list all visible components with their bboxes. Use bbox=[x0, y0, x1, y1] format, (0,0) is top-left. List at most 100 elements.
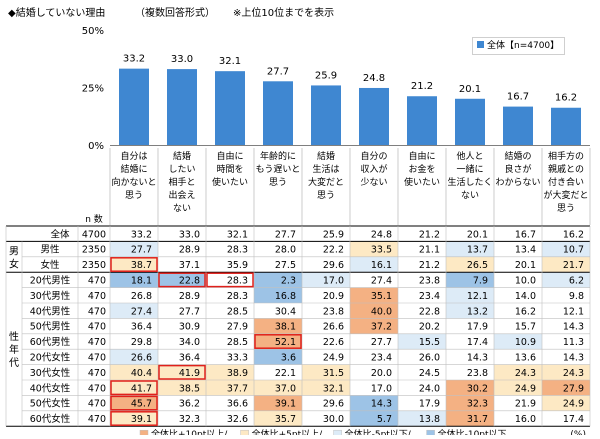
cell-value: 45.7 bbox=[131, 399, 152, 410]
cell-value: 24.5 bbox=[419, 368, 440, 379]
cell-fill bbox=[158, 380, 206, 396]
row-n: 2350 bbox=[82, 260, 106, 271]
cell-value: 32.6 bbox=[227, 414, 248, 425]
cell-value: 35.7 bbox=[275, 414, 296, 425]
cell-value: 37.1 bbox=[179, 260, 200, 271]
bar bbox=[407, 96, 437, 145]
cell-fill bbox=[446, 395, 494, 411]
cell-value: 32.3 bbox=[179, 414, 200, 425]
category-label: 自由に bbox=[408, 150, 435, 162]
cell-value: 24.9 bbox=[515, 383, 536, 394]
cell-value: 29.8 bbox=[131, 337, 152, 348]
bar-data-label: 16.2 bbox=[555, 93, 577, 104]
cell-value: 16.7 bbox=[515, 229, 536, 240]
cell-value: 27.7 bbox=[275, 229, 296, 240]
bar-data-label: 24.8 bbox=[363, 73, 385, 84]
highlight-border bbox=[206, 272, 254, 288]
cell-fill bbox=[350, 395, 398, 411]
row-n: 470 bbox=[88, 414, 106, 425]
cell-fill bbox=[254, 349, 302, 365]
highlight-border bbox=[158, 272, 206, 288]
cell-value: 13.4 bbox=[515, 245, 536, 256]
category-label: 結婚 bbox=[317, 150, 335, 162]
row-label: 40代女性 bbox=[30, 382, 71, 394]
category-label: 生活したく bbox=[447, 176, 492, 188]
cell-value: 36.2 bbox=[179, 399, 200, 410]
cell-value: 32.3 bbox=[467, 399, 488, 410]
cell-value: 11.3 bbox=[563, 337, 584, 348]
cell-fill bbox=[494, 333, 542, 350]
category-label: 使いたい bbox=[212, 176, 248, 188]
cell-fill bbox=[542, 272, 590, 288]
bar bbox=[551, 107, 581, 145]
cell-fill bbox=[494, 364, 542, 380]
cell-value: 37.7 bbox=[227, 383, 248, 394]
cell-value: 17.4 bbox=[563, 414, 584, 425]
cell-value: 2.3 bbox=[281, 276, 296, 287]
cell-value: 38.7 bbox=[131, 260, 152, 271]
cell-fill bbox=[350, 256, 398, 273]
cell-value: 38.9 bbox=[227, 368, 248, 379]
bar bbox=[167, 69, 197, 145]
cell-fill bbox=[542, 395, 590, 411]
cell-value: 21.7 bbox=[563, 260, 584, 271]
cell-value: 22.8 bbox=[419, 306, 440, 317]
cell-fill bbox=[446, 380, 494, 396]
cell-value: 27.4 bbox=[371, 276, 392, 287]
cell-value: 29.6 bbox=[323, 260, 344, 271]
cell-value: 21.1 bbox=[419, 245, 440, 256]
chart-title: ◆結婚していない理由 bbox=[8, 6, 105, 19]
row-label: 全体 bbox=[50, 228, 70, 240]
legend-label: 全体【n=4700】 bbox=[487, 41, 560, 51]
cell-value: 22.2 bbox=[323, 245, 344, 256]
cell-fill bbox=[542, 256, 590, 273]
cell-fill bbox=[350, 241, 398, 257]
cell-value: 28.3 bbox=[227, 291, 248, 302]
cell-fill bbox=[158, 272, 206, 288]
cell-value: 16.1 bbox=[371, 260, 392, 271]
category-label: 相手方の bbox=[548, 150, 584, 162]
category-label: 他人と bbox=[456, 150, 483, 162]
cell-value: 14.3 bbox=[371, 399, 392, 410]
row-label: 20代男性 bbox=[30, 275, 71, 287]
cell-value: 39.1 bbox=[275, 399, 296, 410]
cell-value: 27.7 bbox=[371, 337, 392, 348]
cell-value: 32.1 bbox=[323, 383, 344, 394]
group-label-char: 女 bbox=[9, 257, 19, 270]
cell-value: 13.6 bbox=[515, 353, 536, 364]
category-label: 結婚の bbox=[504, 150, 531, 162]
cell-value: 24.9 bbox=[563, 399, 584, 410]
cell-value: 38.5 bbox=[179, 383, 200, 394]
row-label: 60代男性 bbox=[30, 336, 71, 348]
cell-value: 24.3 bbox=[563, 368, 584, 379]
cell-fill bbox=[350, 410, 398, 427]
row-n: 470 bbox=[88, 399, 106, 410]
cell-value: 17.0 bbox=[323, 276, 344, 287]
cell-value: 23.8 bbox=[467, 368, 488, 379]
row-n: 470 bbox=[88, 306, 106, 317]
cell-value: 28.9 bbox=[179, 245, 200, 256]
cell-value: 33.2 bbox=[131, 229, 152, 240]
cell-fill bbox=[110, 395, 158, 411]
bar-data-label: 16.7 bbox=[507, 92, 529, 103]
cell-value: 10.7 bbox=[563, 245, 584, 256]
cell-fill bbox=[110, 272, 158, 288]
cell-value: 35.9 bbox=[227, 260, 248, 271]
cell-fill bbox=[254, 287, 302, 303]
cell-fill bbox=[206, 364, 254, 380]
cell-fill bbox=[206, 380, 254, 396]
cell-value: 30.2 bbox=[467, 383, 488, 394]
fill-legend-swatch bbox=[240, 429, 249, 439]
cell-value: 52.1 bbox=[275, 337, 296, 348]
cell-value: 23.4 bbox=[371, 353, 392, 364]
cell-value: 40.4 bbox=[131, 368, 152, 379]
cell-value: 26.6 bbox=[323, 322, 344, 333]
highlight-border bbox=[110, 380, 158, 396]
y-tick-label: 25% bbox=[82, 84, 104, 95]
category-label: わからない bbox=[495, 177, 540, 188]
cell-value: 17.4 bbox=[467, 337, 488, 348]
cell-fill bbox=[398, 333, 446, 350]
group-label-char: 性 bbox=[9, 330, 19, 343]
cell-value: 12.1 bbox=[563, 306, 584, 317]
